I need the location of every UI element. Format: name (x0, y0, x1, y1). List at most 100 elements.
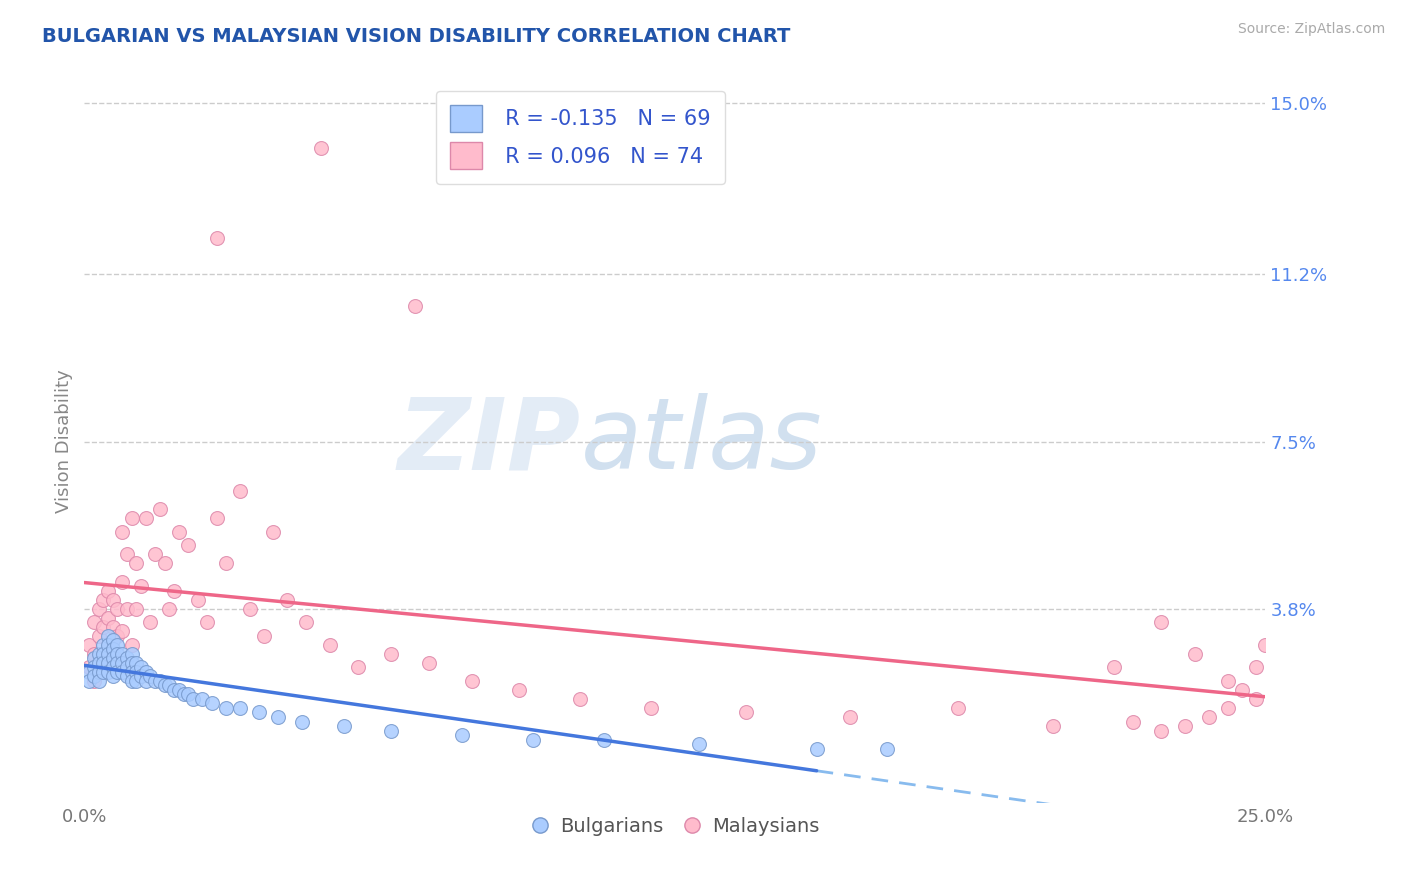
Point (97, 665, 120, 679)
Point (734, 706, 756, 720)
Point (157, 601, 180, 615)
Point (173, 687, 195, 701)
Text: ZIP: ZIP (398, 393, 581, 490)
Point (139, 669, 162, 683)
Point (177, 538, 200, 552)
Point (139, 615, 162, 630)
Point (83, 673, 105, 688)
Point (115, 651, 138, 665)
Point (143, 548, 166, 562)
Point (111, 656, 134, 670)
Point (97, 638, 120, 652)
Point (418, 656, 440, 670)
Point (508, 682, 530, 697)
Point (77, 660, 100, 674)
Point (253, 629, 276, 643)
Point (91, 647, 114, 661)
Point (153, 678, 176, 692)
Point (129, 669, 152, 683)
Point (1174, 719, 1197, 733)
Point (107, 656, 129, 670)
Point (1122, 714, 1144, 729)
Point (91, 638, 114, 652)
Point (77, 673, 100, 688)
Point (87, 601, 110, 615)
Point (291, 714, 314, 729)
Point (87, 673, 110, 688)
Point (461, 673, 484, 688)
Point (380, 723, 402, 738)
Point (101, 647, 124, 661)
Point (1244, 660, 1267, 674)
Text: Source: ZipAtlas.com: Source: ZipAtlas.com (1237, 22, 1385, 37)
Point (115, 660, 138, 674)
Point (135, 665, 157, 679)
Point (83, 669, 105, 683)
Point (201, 697, 224, 711)
Point (404, 299, 426, 313)
Point (522, 732, 544, 747)
Point (87, 629, 110, 643)
Point (1254, 638, 1277, 652)
Point (83, 647, 105, 661)
Point (101, 642, 124, 657)
Point (1198, 710, 1220, 724)
Point (111, 624, 134, 639)
Point (163, 583, 186, 598)
Point (806, 741, 828, 756)
Point (1042, 719, 1064, 733)
Point (107, 601, 129, 615)
Point (593, 732, 616, 747)
Point (91, 656, 114, 670)
Point (107, 638, 129, 652)
Point (451, 728, 474, 742)
Point (87, 665, 110, 679)
Point (129, 579, 152, 593)
Point (215, 701, 238, 715)
Point (948, 701, 970, 715)
Point (205, 231, 228, 245)
Point (101, 651, 124, 665)
Text: BULGARIAN VS MALAYSIAN VISION DISABILITY CORRELATION CHART: BULGARIAN VS MALAYSIAN VISION DISABILITY… (42, 27, 790, 45)
Point (149, 502, 172, 516)
Text: atlas: atlas (581, 393, 823, 490)
Point (129, 660, 152, 674)
Point (101, 669, 124, 683)
Point (1216, 701, 1239, 715)
Point (107, 647, 129, 661)
Point (1244, 692, 1267, 706)
Point (205, 511, 228, 525)
Point (177, 687, 200, 701)
Point (838, 710, 860, 724)
Point (1150, 615, 1173, 630)
Point (125, 656, 148, 670)
Point (111, 665, 134, 679)
Point (121, 638, 143, 652)
Legend: Bulgarians, Malaysians: Bulgarians, Malaysians (523, 809, 827, 844)
Point (195, 615, 218, 630)
Point (97, 656, 120, 670)
Point (87, 647, 110, 661)
Point (1230, 682, 1253, 697)
Point (229, 484, 252, 499)
Point (876, 741, 898, 756)
Point (101, 660, 124, 674)
Point (77, 638, 100, 652)
Point (115, 601, 138, 615)
Point (107, 656, 129, 670)
Point (125, 557, 148, 571)
Point (121, 665, 143, 679)
Point (87, 656, 110, 670)
Point (333, 719, 356, 733)
Point (91, 620, 114, 634)
Point (97, 638, 120, 652)
Point (1216, 673, 1239, 688)
Point (153, 557, 176, 571)
Point (688, 737, 710, 751)
Point (569, 692, 592, 706)
Point (97, 629, 120, 643)
Point (163, 682, 186, 697)
Point (91, 647, 114, 661)
Point (121, 673, 143, 688)
Point (91, 592, 114, 607)
